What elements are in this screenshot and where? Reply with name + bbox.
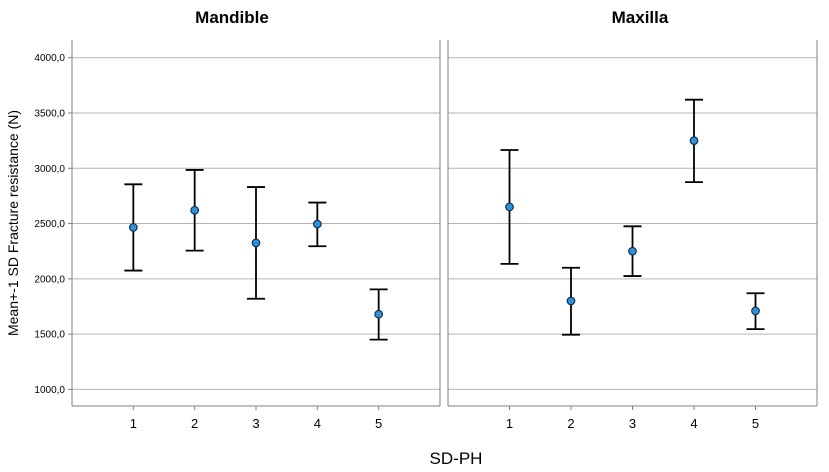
x-tick-label-maxilla-2: 2 (567, 416, 574, 431)
mean-point-maxilla-1 (505, 202, 514, 212)
error-bars (124, 98, 765, 341)
panel-title-maxilla: Maxilla (612, 8, 669, 27)
y-tick-label-4000: 4000,0 (34, 53, 65, 64)
y-tick-label-1500: 1500,0 (34, 330, 65, 341)
mean-point-mandible-2 (190, 205, 200, 215)
mean-point-maxilla-5 (751, 306, 760, 316)
x-tick-label-mandible-1: 1 (130, 416, 137, 431)
mean-point-mandible-1 (128, 223, 138, 232)
x-tick-labels: 1 2 3 4 5 1 2 3 4 5 (130, 416, 759, 431)
mean-point-mandible-5 (374, 309, 384, 319)
y-tick-label-3500: 3500,0 (34, 108, 65, 119)
x-tick-label-maxilla-4: 4 (690, 416, 697, 431)
mean-point-mandible-4 (312, 219, 322, 229)
x-axis-title: SD-PH (430, 449, 483, 468)
mean-point-maxilla-2 (566, 296, 576, 306)
x-tick-label-mandible-2: 2 (191, 416, 198, 431)
y-tick-label-1000: 1000,0 (34, 385, 65, 396)
panel-frames (71, 40, 818, 407)
x-tick-label-maxilla-1: 1 (506, 416, 513, 431)
x-tick-label-mandible-5: 5 (375, 416, 382, 431)
y-tick-label-2500: 2500,0 (34, 219, 65, 230)
y-tick-label-2000: 2000,0 (34, 274, 65, 285)
mean-point-maxilla-3 (628, 246, 637, 256)
x-tick-label-mandible-3: 3 (252, 416, 259, 431)
mean-markers (128, 136, 760, 319)
panel-title-mandible: Mandible (195, 8, 269, 27)
x-tick-label-maxilla-3: 3 (629, 416, 636, 431)
axis-ticks (68, 57, 756, 410)
grid-lines (72, 57, 817, 390)
x-tick-label-mandible-4: 4 (314, 416, 321, 431)
y-tick-labels: 1000,0 1500,0 2000,0 2500,0 3000,0 3500,0 4000… (34, 53, 65, 396)
mean-point-maxilla-4 (689, 136, 699, 145)
mean-point-mandible-3 (251, 238, 261, 248)
x-tick-label-maxilla-5: 5 (752, 416, 759, 431)
y-axis-title: Mean+-1 SD Fracture resistance (N) (5, 110, 21, 336)
y-tick-label-3000: 3000,0 (34, 164, 65, 175)
